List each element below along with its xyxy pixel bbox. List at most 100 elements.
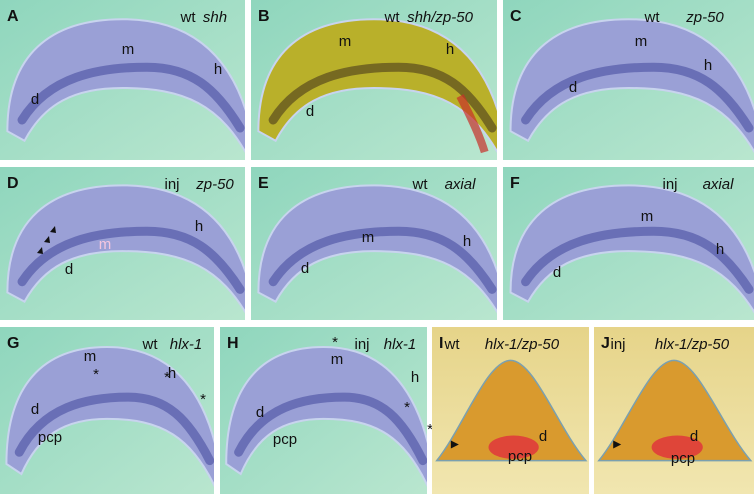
embryo: [509, 184, 754, 314]
panel-letter: C: [510, 8, 522, 25]
panel-letter: A: [7, 8, 19, 25]
embryo: [6, 18, 245, 154]
region-label: d: [690, 428, 698, 445]
region-label: d: [553, 264, 561, 281]
region-label: m: [635, 33, 648, 50]
genotype: wt: [444, 336, 461, 353]
probe: hlx-1: [170, 336, 203, 353]
specimen: [6, 18, 245, 154]
region-label: h: [411, 369, 419, 386]
region-label: m: [84, 348, 97, 365]
stain: [14, 392, 214, 466]
specimen: [257, 18, 497, 154]
panel-letter: D: [7, 175, 19, 192]
panel-letter: F: [510, 175, 520, 192]
probe: zp-50: [195, 176, 234, 193]
genotype: inj: [164, 176, 179, 193]
probe: shh: [203, 9, 227, 26]
specimen: [6, 184, 245, 314]
panel-letter: G: [7, 335, 19, 352]
arrowhead: [613, 440, 622, 449]
embryo: [257, 18, 497, 154]
region-label: m: [99, 236, 112, 253]
specimen: [435, 359, 588, 462]
embryo-section: [597, 359, 753, 462]
embryo: [257, 184, 497, 314]
specimen: [509, 184, 754, 314]
panel-letter: B: [258, 8, 270, 25]
probe: zp-50: [685, 9, 724, 26]
region-label: *: [332, 334, 338, 351]
genotype: wt: [180, 9, 197, 26]
embryo: [225, 346, 427, 488]
stain: [521, 226, 754, 294]
region-label: *: [404, 399, 410, 416]
region-label: d: [31, 91, 39, 108]
probe: axial: [703, 176, 735, 193]
probe: hlx-1: [384, 336, 417, 353]
genotype: wt: [384, 9, 401, 26]
stain: [488, 435, 539, 459]
region-label: m: [362, 229, 375, 246]
stain: [268, 226, 497, 294]
panel-letter: J: [601, 335, 610, 352]
region-label: *: [164, 369, 170, 386]
genotype: inj: [610, 336, 625, 353]
stain: [521, 62, 754, 133]
region-label: m: [122, 41, 135, 58]
embryo: [509, 18, 754, 154]
probe: shh/zp-50: [407, 9, 474, 26]
probe: hlx-1/zp-50: [655, 336, 730, 353]
region-label: d: [31, 401, 39, 418]
region-label: d: [569, 79, 577, 96]
genotype: wt: [412, 176, 429, 193]
embryo: [5, 346, 214, 488]
region-label: d: [539, 428, 547, 445]
arrowhead: [44, 236, 50, 243]
panel-letter: H: [227, 335, 239, 352]
stain: [234, 392, 427, 466]
specimen: [257, 184, 497, 314]
specimen: [225, 346, 427, 488]
specimen: [5, 346, 214, 488]
region-label: m: [331, 351, 344, 368]
region-label: pcp: [38, 429, 62, 446]
region-label: *: [93, 366, 99, 383]
genotype: wt: [142, 336, 159, 353]
region-label: d: [65, 261, 73, 278]
genotype: wt: [644, 9, 661, 26]
stain: [17, 62, 245, 133]
region-label: d: [306, 103, 314, 120]
genotype: inj: [354, 336, 369, 353]
region-label: pcp: [508, 448, 532, 465]
region-label: h: [716, 241, 724, 258]
region-label: d: [301, 260, 309, 277]
region-label: m: [641, 208, 654, 225]
region-label: d: [256, 404, 264, 421]
embryo-section: [435, 359, 588, 462]
stain: [17, 226, 245, 294]
arrowhead: [37, 247, 43, 254]
region-label: h: [463, 233, 471, 250]
region-label: h: [168, 365, 176, 382]
red-stain: [456, 94, 489, 154]
arrowhead: [50, 226, 56, 233]
region-label: h: [704, 57, 712, 74]
specimen: [509, 18, 754, 154]
region-label: pcp: [671, 450, 695, 467]
probe: axial: [445, 176, 477, 193]
arrowhead: [450, 440, 459, 449]
region-label: h: [195, 218, 203, 235]
region-label: *: [200, 391, 206, 408]
genotype: inj: [662, 176, 677, 193]
